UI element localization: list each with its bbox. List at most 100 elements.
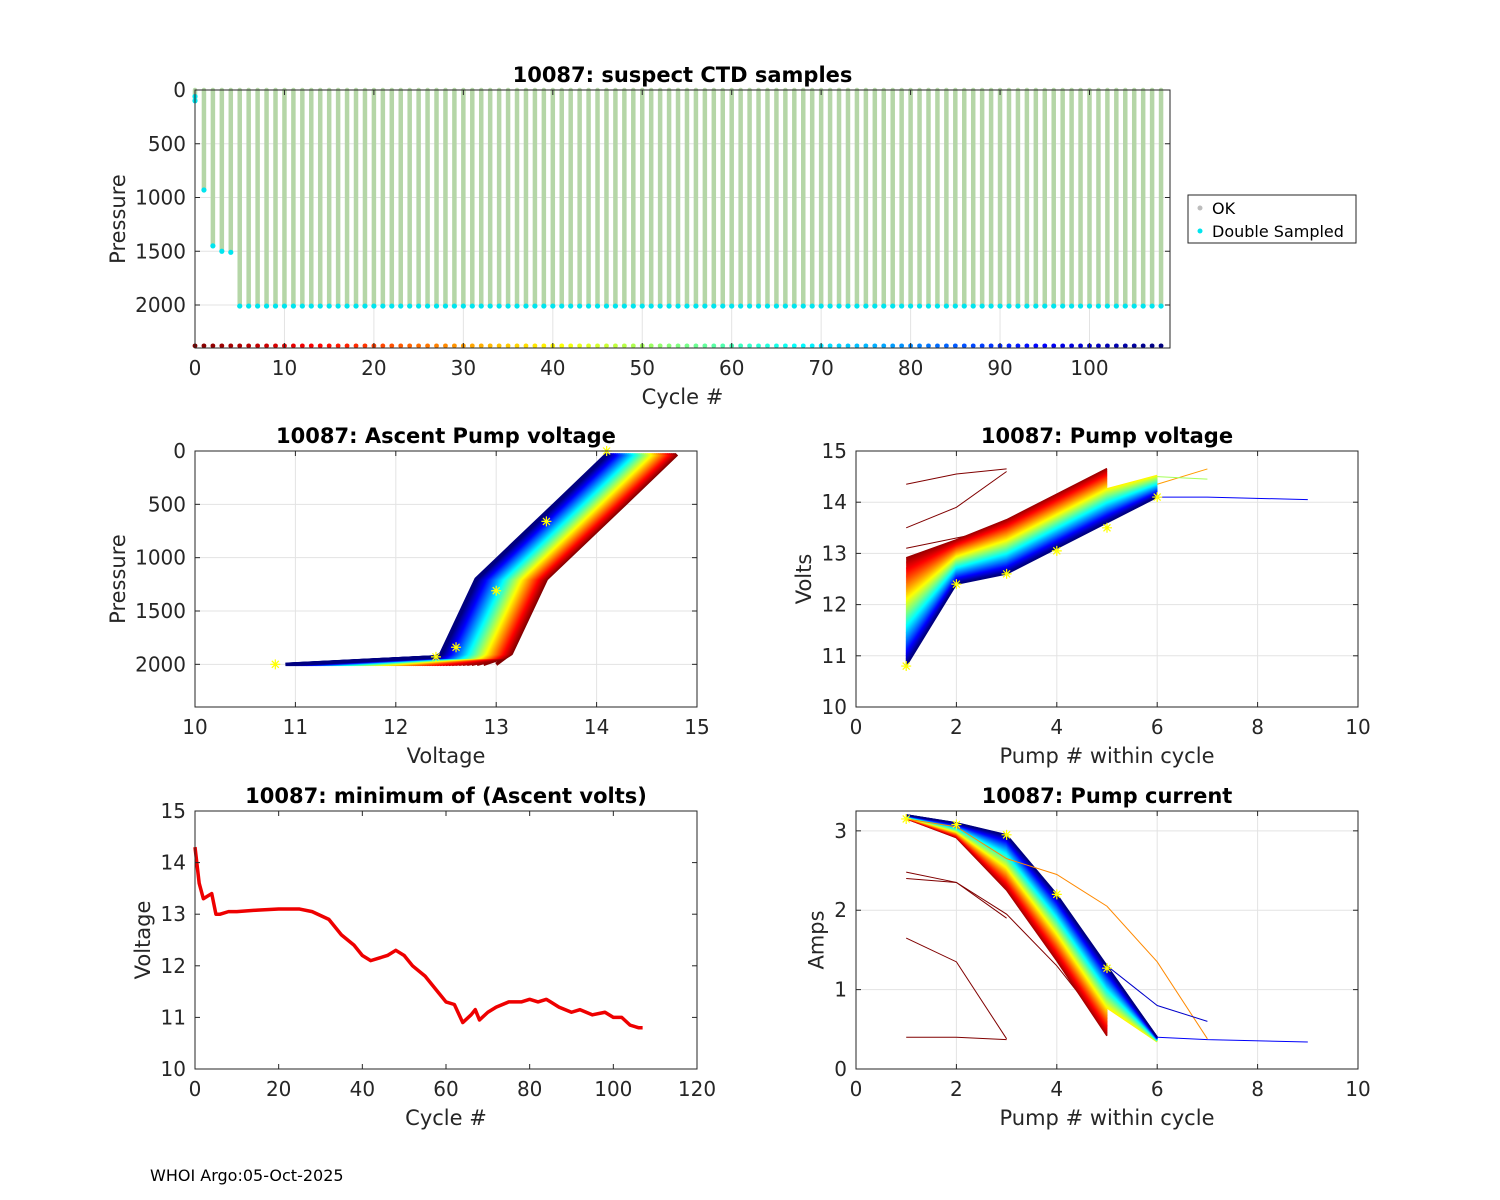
double-sampled-point	[988, 303, 994, 309]
cycle-marker	[452, 343, 457, 349]
cycle-marker	[1060, 343, 1066, 349]
double-sampled-point	[827, 303, 833, 309]
pumpc-title: 10087: Pump current	[982, 784, 1233, 808]
double-sampled-point	[568, 303, 574, 309]
double-sampled-point	[263, 303, 270, 309]
pumpc-data	[901, 813, 1308, 1043]
cycle-marker	[738, 343, 744, 349]
cycle-marker	[1104, 343, 1110, 349]
cycle-marker	[1122, 343, 1128, 349]
pumpc-xtick-label: 2	[950, 1077, 963, 1101]
double-sampled-point	[424, 303, 431, 309]
pump-current-line	[906, 1036, 1007, 1041]
double-sampled-point	[791, 303, 797, 309]
double-sampled-point	[317, 303, 323, 309]
pumpc-xtick-label: 4	[1050, 1077, 1063, 1101]
double-sampled-point	[612, 303, 619, 309]
ascent-ytick-label: 0	[173, 439, 186, 463]
cycle-marker	[299, 343, 305, 349]
cycle-marker	[577, 343, 583, 349]
suspect-ytick-label: 2000	[135, 293, 186, 317]
pumpv-xtick-label: 8	[1251, 715, 1264, 739]
suspect-xtick-label: 70	[808, 356, 833, 380]
minv-xtick-label: 40	[350, 1077, 375, 1101]
cycle-marker	[210, 343, 216, 349]
suspect-ytick-label: 0	[173, 78, 186, 102]
pumpc-ytick-label: 2	[834, 898, 847, 922]
pumpv-xtick-label: 10	[1345, 715, 1370, 739]
double-sampled-point	[639, 303, 645, 309]
double-sampled-point	[746, 303, 753, 309]
minv-ytick-label: 11	[161, 1005, 186, 1029]
min-cycle-star	[541, 516, 552, 527]
double-sampled-point	[1051, 303, 1057, 309]
double-sampled-point	[550, 303, 556, 309]
double-sampled-point	[1060, 303, 1066, 309]
ascent-axes-box	[194, 450, 698, 708]
suspect-axes-box	[194, 89, 1171, 349]
double-sampled-point	[1086, 303, 1093, 309]
double-sampled-point	[675, 303, 681, 309]
double-sampled-point	[925, 303, 932, 309]
cycle-marker	[487, 343, 493, 349]
cycle-marker	[326, 343, 332, 349]
cycle-marker	[228, 343, 234, 349]
cycle-marker	[1006, 343, 1012, 349]
ascent-title: 10087: Ascent Pump voltage	[276, 424, 616, 448]
double-sampled-point	[899, 303, 905, 309]
cycle-marker	[720, 343, 726, 349]
cycle-marker	[514, 343, 520, 349]
double-sampled-point	[505, 303, 511, 309]
suspect-ytick-label: 1500	[135, 239, 186, 263]
pumpc-frame: 0 2 4 6 8 10 0 1 2 3 10087: Pump current Pump # wit…	[805, 784, 1371, 1130]
cycle-marker	[532, 343, 538, 349]
cycle-marker	[1015, 343, 1021, 349]
double-sampled-point	[1095, 303, 1102, 309]
minv-ytick-label: 15	[161, 799, 186, 823]
minv-xtick-label: 120	[678, 1077, 716, 1101]
double-sampled-point	[201, 187, 207, 193]
minv-xtick-label: 20	[266, 1077, 291, 1101]
cycle-marker	[845, 343, 851, 349]
double-sampled-point	[344, 303, 350, 309]
pumpv-xtick-label: 0	[850, 715, 863, 739]
double-sampled-point	[657, 303, 663, 309]
double-sampled-point	[1069, 303, 1075, 309]
double-sampled-point	[711, 303, 717, 309]
min-cycle-star	[1001, 568, 1012, 579]
double-sampled-point	[433, 303, 440, 309]
suspect-xtick-label: 60	[719, 356, 744, 380]
double-sampled-point	[371, 303, 377, 309]
cycle-marker	[290, 343, 296, 349]
pumpc-xtick-label: 0	[850, 1077, 863, 1101]
cycle-marker	[621, 343, 627, 349]
pumpv-ytick-label: 15	[822, 439, 847, 463]
min-voltage-line	[193, 846, 643, 1030]
cycle-marker	[469, 343, 475, 349]
double-sampled-point	[729, 303, 735, 309]
double-sampled-point	[845, 303, 851, 309]
cycle-marker	[926, 343, 931, 349]
double-sampled-point	[353, 303, 359, 309]
minv-title: 10087: minimum of (Ascent volts)	[245, 784, 647, 808]
double-sampled-point	[460, 303, 466, 309]
cycle-marker	[595, 343, 600, 349]
cycle-marker	[711, 343, 717, 349]
cycle-marker	[1113, 343, 1119, 349]
cycle-marker	[523, 343, 529, 349]
double-sampled-point	[451, 303, 458, 309]
double-sampled-point	[890, 303, 896, 309]
cycle-marker	[666, 343, 672, 349]
ascent-ytick-label: 1500	[135, 599, 186, 623]
cycle-marker	[943, 343, 949, 349]
ascent-frame: 10 11 12 13 14 15 0 500 1000 1500 2000 10087: Ascen…	[106, 424, 710, 768]
cycle-marker	[219, 343, 225, 349]
double-sampled-point	[308, 303, 314, 309]
pumpc-xlabel: Pump # within cycle	[1000, 1106, 1215, 1130]
suspect-title: 10087: suspect CTD samples	[513, 63, 853, 87]
double-sampled-point	[630, 303, 636, 309]
suspect-xtick-label: 100	[1070, 356, 1108, 380]
double-sampled-point	[416, 303, 422, 309]
double-sampled-point	[281, 303, 288, 309]
ascent-ytick-label: 500	[148, 492, 186, 516]
